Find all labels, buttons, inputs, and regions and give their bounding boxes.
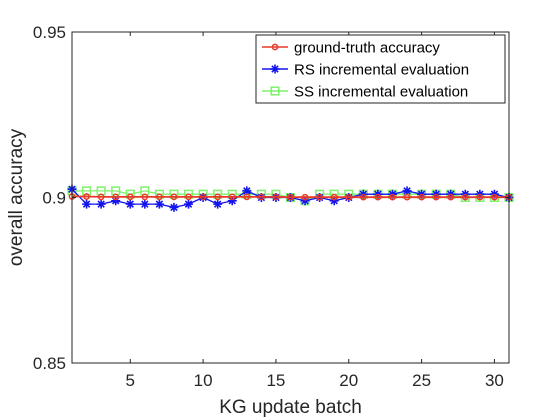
data-point-1-12 [242,186,252,196]
data-point-1-6 [154,199,164,209]
data-point-0-28 [476,193,484,201]
data-point-0-27 [461,193,469,201]
data-point-0-21 [374,193,382,201]
legend-box [255,34,506,104]
data-point-0-10 [214,193,222,201]
legend-marker-1 [270,64,280,74]
y-tick-label-2: 0.95 [33,23,66,42]
data-point-0-25 [432,193,440,201]
data-point-0-29 [491,193,498,201]
data-point-1-23 [402,186,412,196]
legend-marker-2 [270,86,280,96]
data-point-0-8 [185,193,192,201]
data-point-0-19 [345,193,353,201]
legend-entry-0: ground-truth accuracy [262,40,440,57]
data-point-1-18 [329,196,339,206]
data-point-0-1 [83,193,90,200]
data-point-0-16 [301,193,309,201]
data-point-0-11 [228,193,236,201]
data-point-0-20 [359,193,367,201]
series-layer [67,184,514,212]
data-point-0-2 [97,193,105,201]
x-axis-label: KG update batch [219,397,362,418]
legend: ground-truth accuracy RS incremental eval… [255,34,506,104]
data-point-1-16 [300,196,310,206]
data-point-0-9 [199,193,207,201]
data-point-0-3 [112,193,120,201]
ticks-layer: 5 10 15 20 25 30 0.85 0.9 0.95 [33,23,509,390]
data-point-1-5 [140,199,150,209]
data-point-2-8 [183,189,194,199]
series-line-0 [72,195,509,199]
data-point-0-26 [447,193,455,201]
legend-entry-2: SS incremental evaluation [262,84,468,101]
data-point-2-4 [125,189,135,199]
data-point-0-23 [403,193,411,201]
data-point-1-2 [96,199,106,209]
legend-label-1: RS incremental evaluation [294,62,469,79]
data-point-0-13 [258,193,265,201]
legend-entry-1: RS incremental evaluation [262,62,469,79]
x-tick-label-1: 10 [194,371,213,390]
x-tick-label-3: 20 [339,371,358,390]
data-point-0-14 [272,193,280,201]
data-point-0-4 [126,193,134,201]
data-point-0-22 [389,193,396,201]
data-point-0-18 [330,193,338,201]
data-point-1-11 [227,196,237,206]
data-point-0-17 [316,193,323,201]
data-point-1-7 [169,202,179,212]
data-point-0-6 [156,193,163,201]
legend-label-0: ground-truth accuracy [294,40,440,57]
data-point-2-10 [213,189,223,199]
data-point-1-1 [82,199,92,209]
x-tick-label-0: 5 [126,371,135,390]
legend-label-2: SS incremental evaluation [294,84,468,101]
y-tick-label-0: 0.85 [33,354,66,373]
data-point-0-5 [141,193,149,201]
series-0 [68,193,513,201]
data-point-1-4 [125,199,135,209]
data-point-1-3 [111,196,121,206]
data-point-0-15 [287,193,294,201]
data-point-2-7 [169,189,179,199]
data-point-0-24 [418,193,425,201]
y-tick-label-1: 0.9 [42,189,66,208]
x-tick-label-4: 25 [412,371,431,390]
legend-marker-0 [271,43,279,51]
data-point-0-7 [170,193,178,201]
x-tick-label-5: 30 [485,371,504,390]
x-tick-label-2: 15 [266,371,285,390]
y-axis-label: overall accuracy [6,128,27,266]
data-point-2-1 [82,186,92,196]
data-point-1-10 [213,199,223,209]
data-point-0-12 [243,193,251,201]
data-point-2-6 [154,189,164,199]
data-point-1-8 [184,199,194,209]
